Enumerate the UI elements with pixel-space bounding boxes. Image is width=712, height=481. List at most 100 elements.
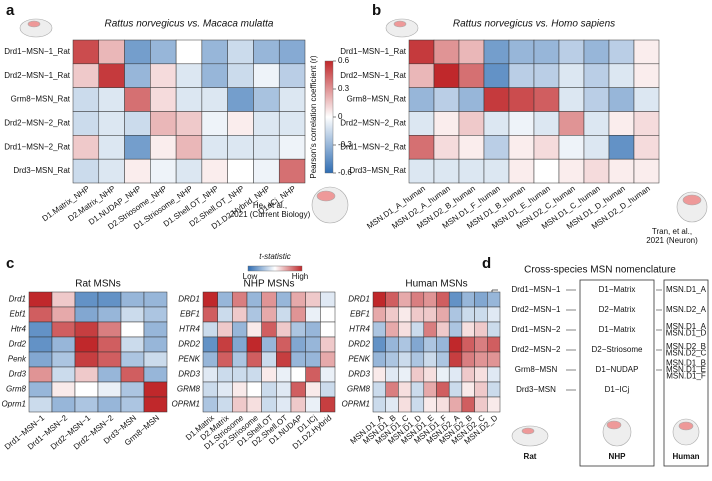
heatmap-cell [201, 158, 228, 184]
heatmap-cell [97, 306, 122, 323]
heatmap-cell [72, 135, 100, 160]
heatmap-cell [232, 396, 248, 413]
heatmap-cell [74, 381, 99, 398]
heatmap-cell [448, 366, 463, 383]
colorbar-tick-label: 0.6 [338, 56, 350, 65]
heatmap-cell [372, 291, 386, 308]
heatmap-cell [408, 39, 435, 65]
heatmap-cell [72, 158, 100, 184]
heatmap-cell [290, 321, 306, 338]
heatmap-cell [276, 396, 292, 413]
heatmap-cell [305, 396, 321, 413]
heatmap-cell [227, 63, 254, 88]
heatmap-cell [583, 111, 610, 136]
heatmap-cell [305, 351, 321, 368]
heatmap-cell [261, 306, 277, 323]
heatmap-cell [305, 291, 321, 308]
nhp-type: D2−Striosome [592, 345, 643, 354]
heatmap-cell [98, 87, 125, 112]
heatmap-cell [278, 111, 306, 136]
heatmap-cell [175, 39, 203, 65]
colorbar-title: t-statistic [259, 252, 291, 261]
chart-title: Rattus norvegicus vs. Homo sapiens [453, 19, 615, 30]
heatmap-cell [461, 306, 475, 323]
row-label: Drd1−MSN−1_Rat [4, 47, 71, 56]
heatmap-cell [372, 321, 386, 338]
heatmap-cell [458, 63, 485, 88]
heatmap-cell [51, 291, 76, 308]
heatmap-cell [633, 111, 660, 136]
heatmap-cell [276, 336, 292, 353]
nhp-type: D1−Matrix [599, 325, 636, 334]
heatmap-cell [398, 396, 412, 413]
row-label: Drd3−MSN_Rat [13, 166, 70, 175]
row-label: HTR4 [349, 325, 370, 334]
heatmap-cell [320, 306, 336, 323]
heatmap-cell [74, 396, 99, 413]
panel-label: b [372, 2, 381, 19]
nhp-box [579, 279, 655, 467]
heatmap-cell [558, 135, 585, 160]
heatmap-cell [261, 291, 277, 308]
row-label: Drd1−MSN−2_Rat [340, 142, 407, 151]
heatmap-cell [261, 336, 277, 353]
heatmap-cell [28, 306, 53, 323]
heatmap-cell [227, 111, 254, 136]
heatmap-cell [583, 39, 610, 65]
heatmap-cell [410, 306, 425, 323]
heatmap-cell [97, 336, 122, 353]
row-label: OPRM1 [172, 400, 200, 409]
heatmap-cell [483, 111, 510, 136]
heatmap-cell [217, 381, 233, 398]
heatmap-cell [508, 135, 535, 160]
heatmap-cell [120, 351, 145, 368]
heatmap-cell [608, 158, 635, 184]
heatmap-cell [320, 366, 336, 383]
row-label: Drd2 [9, 340, 27, 349]
heatmap-cell [227, 135, 254, 160]
row-label: DRD1 [348, 295, 370, 304]
row-label: Ebf1 [10, 310, 26, 319]
heatmap-cell [202, 306, 218, 323]
heatmap-cell [305, 321, 321, 338]
heatmap-cell [608, 39, 635, 65]
heatmap-cell [246, 336, 262, 353]
heatmap-cell [124, 111, 151, 136]
row-label: EBF1 [180, 310, 200, 319]
heatmap-cell [474, 291, 488, 308]
heatmap-cell [398, 321, 412, 338]
human-type: MSN.D1_A [666, 322, 707, 331]
heatmap-cell [385, 291, 399, 308]
rat-type: Grm8−MSN [515, 365, 558, 374]
heatmap-cell [305, 366, 321, 383]
heatmap-cell [398, 291, 412, 308]
heatmap-cell [150, 87, 177, 112]
heatmap-cell [97, 291, 122, 308]
heatmap-cell [72, 63, 100, 88]
row-label: Drd2−MSN−1_Rat [340, 71, 407, 80]
heatmap-cell [372, 336, 386, 353]
species-label: NHP [609, 452, 627, 461]
heatmap-cell [124, 39, 151, 65]
heatmap-cell [28, 366, 53, 383]
heatmap-cell [410, 396, 425, 413]
heatmap-cell [202, 351, 218, 368]
heatmap-cell [290, 351, 306, 368]
heatmap-cell [143, 381, 168, 398]
heatmap-cell [232, 291, 248, 308]
heatmap-cell [448, 291, 463, 308]
heatmap-cell [120, 321, 145, 338]
heatmap-cell [51, 381, 76, 398]
heatmap-cell [290, 396, 306, 413]
heatmap-cell [436, 351, 450, 368]
monkey-icon [311, 186, 349, 224]
heatmap-cell [97, 321, 122, 338]
colorbar-tick-label: 0.3 [338, 84, 350, 93]
heatmap-cell [458, 87, 485, 112]
heatmap-cell [278, 63, 306, 88]
heatmap-cell [51, 336, 76, 353]
heatmap-cell [533, 158, 560, 184]
row-label: Drd3−MSN_Rat [349, 166, 406, 175]
heatmap-cell [261, 366, 277, 383]
heatmap-cell [372, 306, 386, 323]
